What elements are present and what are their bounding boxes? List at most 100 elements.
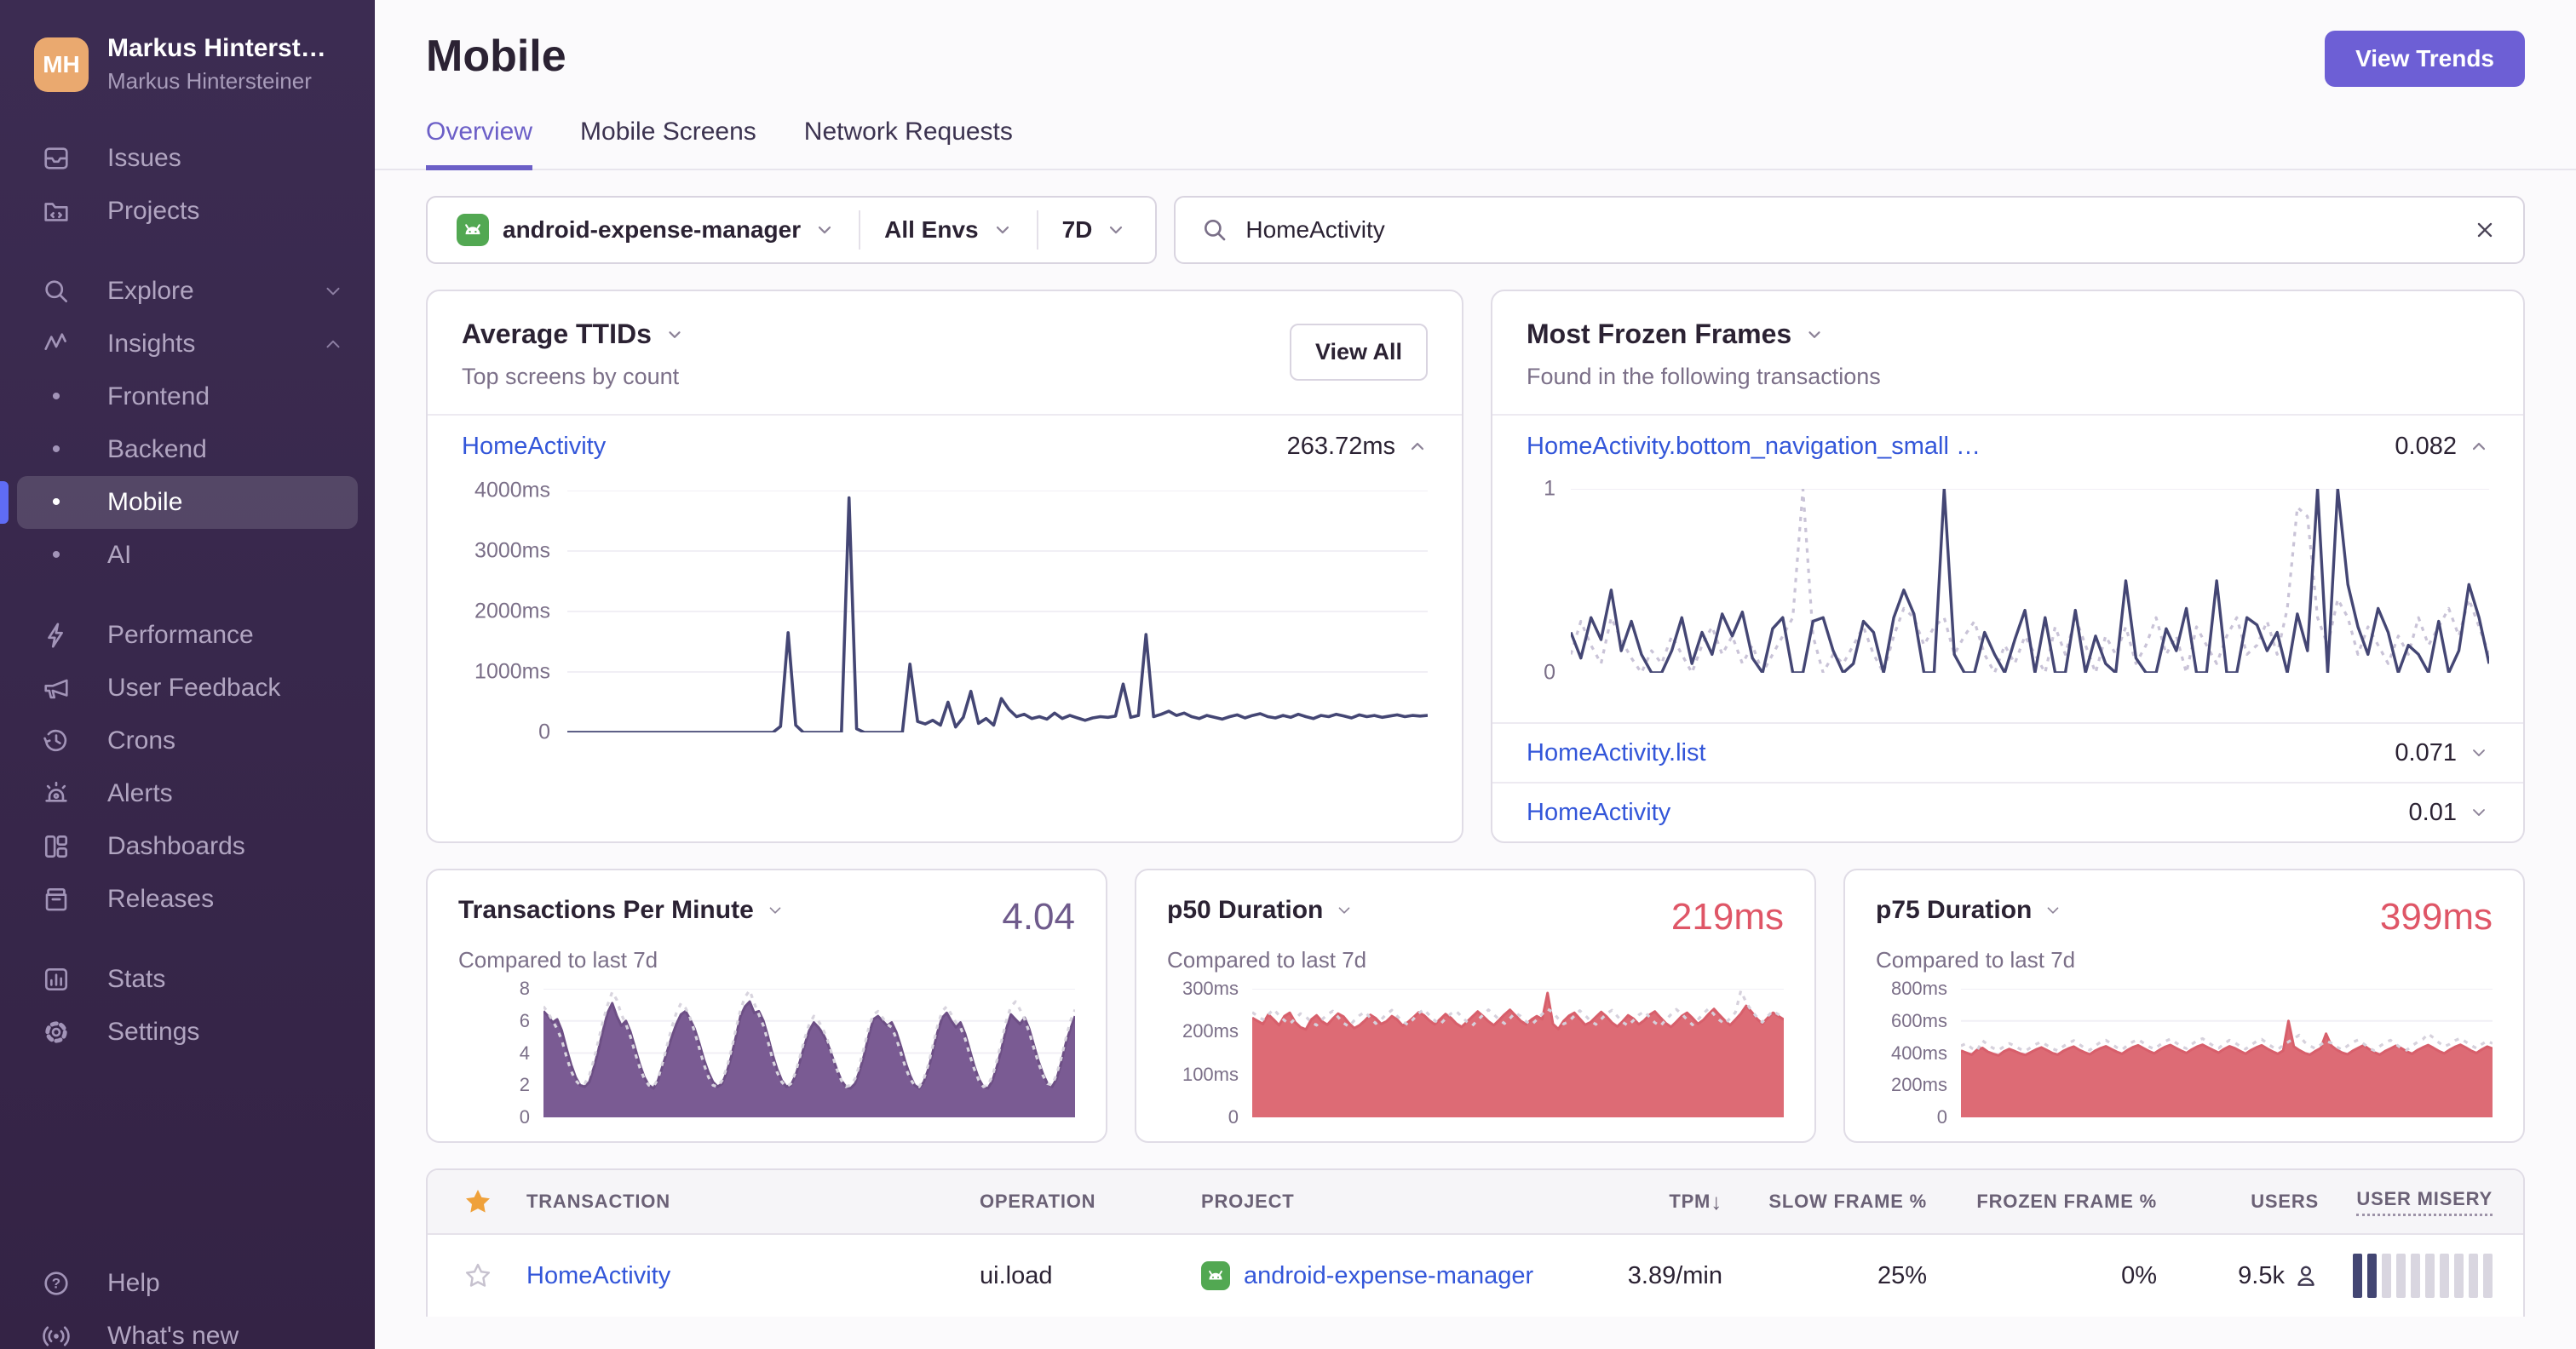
frozen-card-title[interactable]: Most Frozen Frames <box>1527 319 2489 350</box>
sidebar: MH Markus Hinterst… Markus Hintersteiner… <box>0 0 375 1349</box>
bullet-icon: • <box>51 488 61 516</box>
sidebar-item-help[interactable]: ? Help <box>17 1257 358 1310</box>
sidebar-item-alerts[interactable]: Alerts <box>17 767 358 820</box>
frozen-transaction-row: HomeActivity.list 0.071 <box>1492 722 2523 782</box>
sidebar-item-label: Frontend <box>107 382 210 410</box>
column-header-transaction[interactable]: TRANSACTION <box>526 1191 670 1212</box>
sidebar-item-settings[interactable]: Settings <box>17 1006 358 1059</box>
transaction-link[interactable]: HomeActivity <box>526 1261 671 1289</box>
environment-value: All Envs <box>884 216 979 243</box>
sidebar-nav: Issues Projects Explore Insights • Frontend • B… <box>0 132 375 1349</box>
most-frozen-frames-card: Most Frozen Frames Found in the followin… <box>1491 290 2525 843</box>
search-bar <box>1174 196 2525 264</box>
sidebar-item-frontend[interactable]: • Frontend <box>17 370 358 423</box>
table-header: TRANSACTION OPERATION PROJECT TPM ↓ SLOW FRA… <box>428 1170 2523 1235</box>
metric-subtitle: Compared to last 7d <box>1876 947 2076 973</box>
clear-search-icon[interactable] <box>2472 217 2498 243</box>
tab-mobile-screens[interactable]: Mobile Screens <box>580 118 756 146</box>
view-trends-button[interactable]: View Trends <box>2325 31 2525 87</box>
svg-text:?: ? <box>52 1276 60 1292</box>
date-range-value: 7D <box>1061 216 1093 243</box>
environment-selector[interactable]: All Envs <box>859 210 1036 250</box>
project-selector[interactable]: android-expense-manager <box>433 210 859 250</box>
frozen-transaction-row: HomeActivity 0.01 <box>1492 782 2523 841</box>
star-column-header[interactable] <box>428 1187 513 1216</box>
sidebar-item-stats[interactable]: Stats <box>17 953 358 1006</box>
sidebar-item-crons[interactable]: Crons <box>17 715 358 767</box>
frozen-transaction-row: HomeActivity.bottom_navigation_small … 0… <box>1492 416 2523 477</box>
sidebar-item-label: Issues <box>107 144 181 172</box>
sidebar-item-label: AI <box>107 541 132 569</box>
frozen-value: 0.082 <box>2395 432 2457 460</box>
sidebar-item-what-s-new[interactable]: What's new <box>17 1310 358 1349</box>
chevdown-icon <box>1339 907 1350 914</box>
sidebar-item-user-feedback[interactable]: User Feedback <box>17 662 358 715</box>
chevron-down-icon <box>992 220 1013 240</box>
transaction-link[interactable]: HomeActivity <box>1527 798 1671 826</box>
chevron-down-icon <box>814 220 835 240</box>
search-input[interactable] <box>1245 216 2455 244</box>
sidebar-item-ai[interactable]: • AI <box>17 529 358 582</box>
metric-title[interactable]: Transactions Per Minute <box>458 896 785 925</box>
sidebar-item-label: Releases <box>107 885 215 913</box>
org-switcher[interactable]: MH Markus Hinterst… Markus Hintersteiner <box>34 34 351 95</box>
column-header-frozen-frame-[interactable]: FROZEN FRAME % <box>1976 1191 2157 1212</box>
star-filled-icon <box>466 1190 490 1213</box>
column-header-user-misery[interactable]: USER MISERY <box>2336 1188 2523 1216</box>
project-link[interactable]: android-expense-manager <box>1244 1261 1534 1289</box>
transaction-link[interactable]: HomeActivity.bottom_navigation_small … <box>1527 432 1981 460</box>
frozen-frame-value: 0% <box>2121 1261 2157 1289</box>
sidebar-item-performance[interactable]: Performance <box>17 609 358 662</box>
user-name: Markus Hinterst… <box>107 34 326 62</box>
metric-title[interactable]: p50 Duration <box>1167 896 1354 925</box>
transaction-link[interactable]: HomeActivity.list <box>1527 738 1706 766</box>
sidebar-item-issues[interactable]: Issues <box>17 132 358 185</box>
metric-cards: Transactions Per Minute 4.04 Compared to… <box>426 869 2525 1143</box>
chevron-up-icon[interactable] <box>2469 436 2489 456</box>
settings-icon <box>45 1021 67 1043</box>
chevron-up-icon[interactable] <box>1407 436 1428 456</box>
column-header-operation[interactable]: OPERATION <box>980 1191 1096 1212</box>
metric-chart: 800ms 600ms 400ms 200ms 0 <box>1876 978 2493 1128</box>
chevup-icon <box>326 340 340 348</box>
sidebar-item-insights[interactable]: Insights <box>17 318 358 370</box>
project-name: android-expense-manager <box>503 216 802 243</box>
person-icon <box>2297 1266 2314 1286</box>
ttid-card-title[interactable]: Average TTIDs <box>462 319 1428 350</box>
metric-chart: 300ms 200ms 100ms 0 <box>1167 978 1784 1128</box>
sidebar-item-label: Help <box>107 1269 160 1297</box>
transactions-table: TRANSACTION OPERATION PROJECT TPM ↓ SLOW FRA… <box>426 1168 2525 1317</box>
favorite-star-icon[interactable] <box>428 1261 513 1290</box>
tab-network-requests[interactable]: Network Requests <box>803 118 1013 146</box>
sidebar-item-label: What's new <box>107 1322 239 1349</box>
chevron-down-icon[interactable] <box>2469 802 2489 823</box>
sidebar-item-explore[interactable]: Explore <box>17 265 358 318</box>
sidebar-item-label: User Feedback <box>107 674 281 702</box>
column-header-project[interactable]: PROJECT <box>1201 1191 1295 1212</box>
metric-title[interactable]: p75 Duration <box>1876 896 2062 925</box>
sidebar-item-label: Crons <box>107 726 176 755</box>
date-range-selector[interactable]: 7D <box>1036 210 1151 250</box>
sidebar-item-label: Backend <box>107 435 207 463</box>
column-header-tpm[interactable]: TPM ↓ <box>1669 1188 1722 1214</box>
sidebar-item-backend[interactable]: • Backend <box>17 423 358 476</box>
sidebar-item-dashboards[interactable]: Dashboards <box>17 820 358 873</box>
table-row: HomeActivity ui.load android-expense-man… <box>428 1235 2523 1317</box>
metric-value: 219ms <box>1670 896 1784 938</box>
column-header-slow-frame-[interactable]: SLOW FRAME % <box>1768 1191 1927 1212</box>
metric-subtitle: Compared to last 7d <box>1167 947 1367 973</box>
transaction-link[interactable]: HomeActivity <box>462 432 607 460</box>
chevdown-icon <box>2473 809 2485 816</box>
tab-overview[interactable]: Overview <box>426 118 533 170</box>
sidebar-item-projects[interactable]: Projects <box>17 185 358 238</box>
view-all-button[interactable]: View All <box>1289 324 1428 381</box>
metric-card-transactions-per-minute: Transactions Per Minute 4.04 Compared to… <box>426 869 1107 1143</box>
ttid-value: 263.72ms <box>1286 432 1395 460</box>
sidebar-item-releases[interactable]: Releases <box>17 873 358 926</box>
chevron-down-icon[interactable] <box>2469 743 2489 763</box>
chevdown-icon <box>2473 749 2485 756</box>
sidebar-item-mobile[interactable]: • Mobile <box>0 476 358 529</box>
table-body: HomeActivity ui.load android-expense-man… <box>428 1235 2523 1317</box>
star-outline-icon <box>465 1263 491 1287</box>
column-header-users[interactable]: USERS <box>2251 1191 2319 1212</box>
